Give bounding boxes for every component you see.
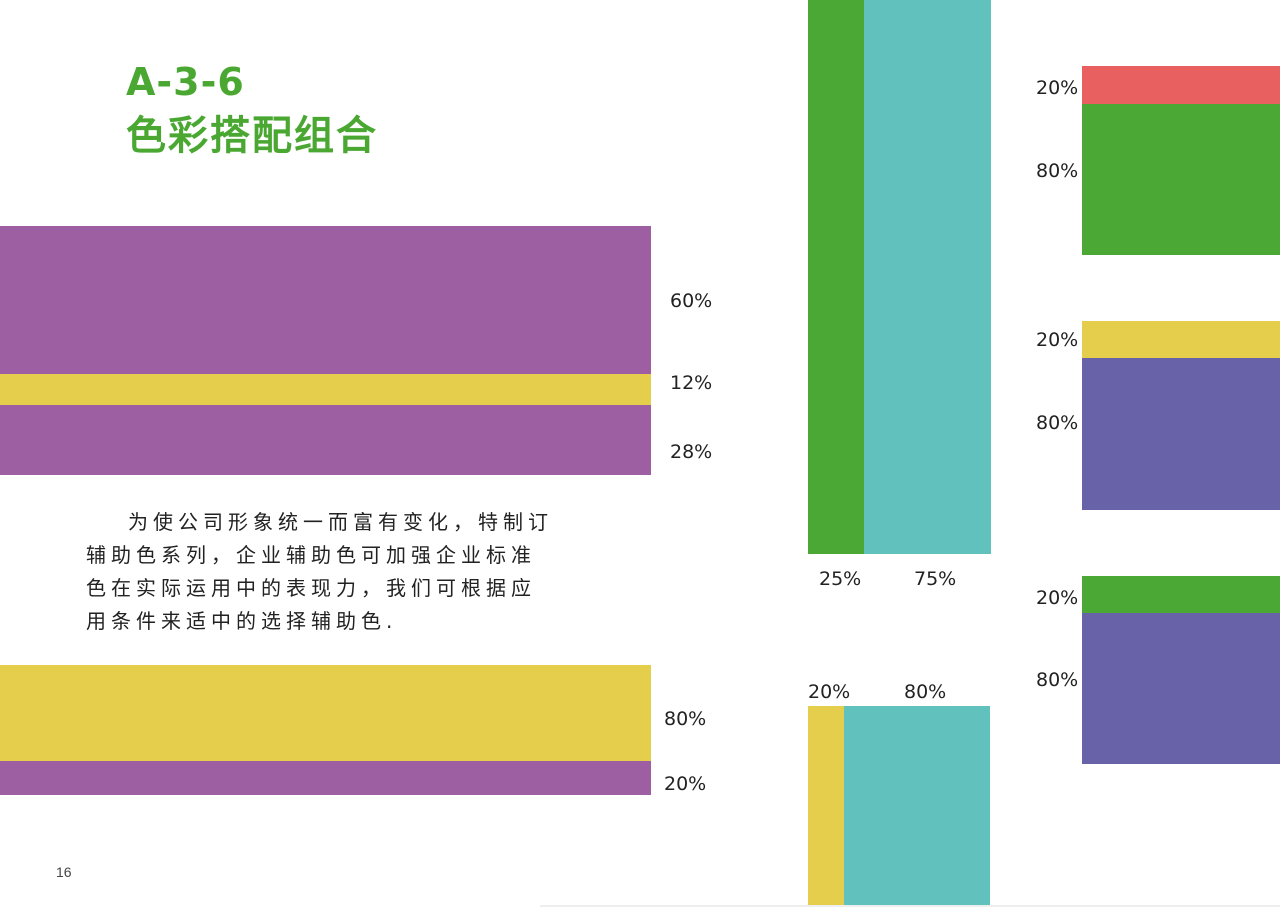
percent-label: 60% (670, 290, 713, 312)
swatch-green-25 (808, 0, 864, 554)
percent-label: 80% (1036, 412, 1079, 434)
description-paragraph: 为使公司形象统一而富有变化，特制订辅助色系列，企业辅助色可加强企业标准色在实际运… (86, 510, 553, 633)
swatch-green-80 (1082, 104, 1280, 255)
page-title: 色彩搭配组合 (126, 113, 378, 159)
percent-label: 80% (664, 708, 707, 730)
description-text: 为使公司形象统一而富有变化，特制订辅助色系列，企业辅助色可加强企业标准色在实际运… (86, 506, 556, 638)
percent-label: 20% (1036, 329, 1079, 351)
swatch-indigo-80 (1082, 358, 1280, 510)
percent-label: 20% (1036, 77, 1079, 99)
percent-label: 80% (1036, 160, 1079, 182)
swatch-green-20 (1082, 576, 1280, 613)
swatch-purple-20 (0, 761, 651, 795)
swatch-yellow-20 (1082, 321, 1280, 358)
percent-label: 75% (914, 568, 957, 590)
percent-label: 80% (1036, 669, 1079, 691)
percent-label: 28% (670, 441, 713, 463)
swatch-yellow-12 (0, 374, 651, 405)
section-code: A-3-6 (126, 60, 245, 104)
percent-label: 20% (664, 773, 707, 795)
percent-label: 20% (808, 681, 851, 703)
swatch-purple-60 (0, 226, 651, 374)
swatch-indigo-80 (1082, 613, 1280, 764)
percent-label: 25% (819, 568, 862, 590)
page-edge-divider (540, 905, 1280, 907)
swatch-purple-28 (0, 405, 651, 475)
page-number: 16 (56, 864, 72, 880)
percent-label: 80% (904, 681, 947, 703)
swatch-red-20 (1082, 66, 1280, 104)
swatch-teal-80 (844, 706, 990, 907)
percent-label: 20% (1036, 587, 1079, 609)
swatch-yellow-80 (0, 665, 651, 761)
swatch-yellow-20 (808, 706, 844, 907)
percent-label: 12% (670, 372, 713, 394)
swatch-teal-75 (864, 0, 991, 554)
